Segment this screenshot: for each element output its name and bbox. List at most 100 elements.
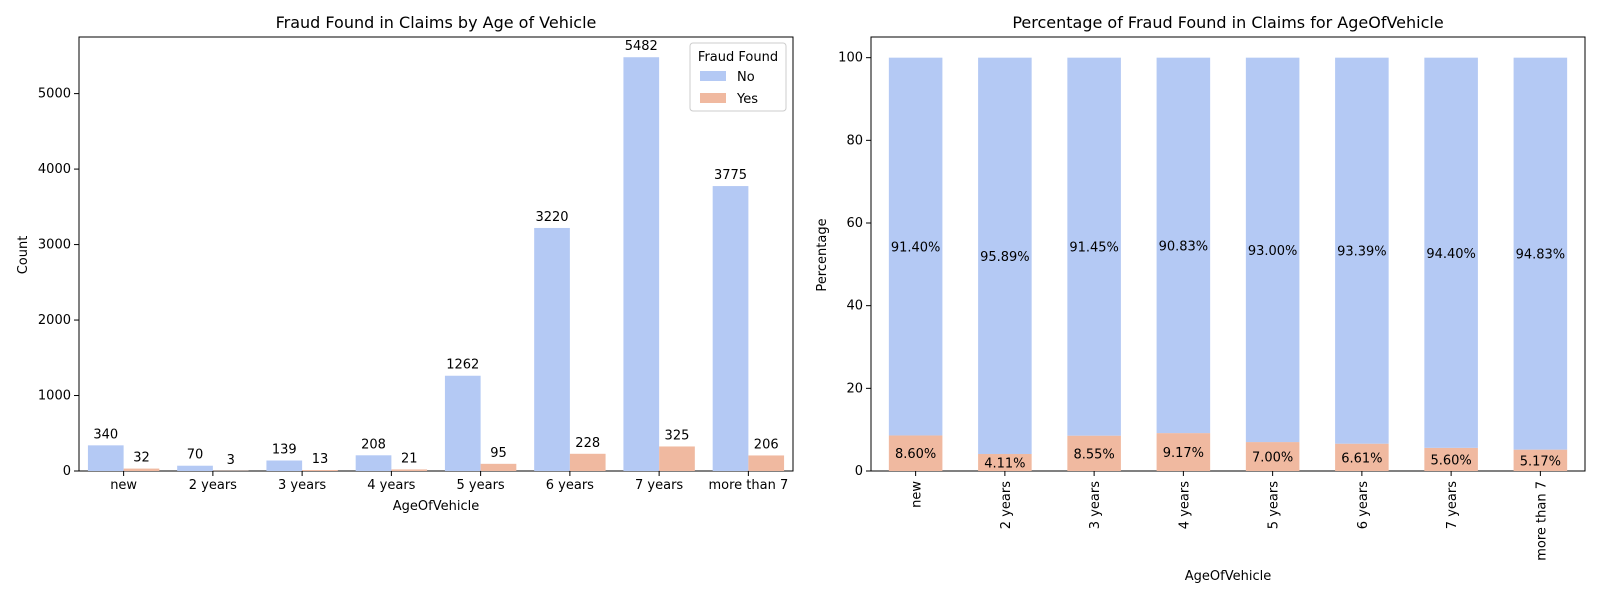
right-ytick-label: 40 — [846, 299, 863, 314]
right-bar-yes — [888, 435, 943, 471]
left-ytick-label: 2000 — [38, 313, 71, 328]
right-bar-yes — [1424, 447, 1478, 471]
right-bar-no — [1067, 57, 1121, 436]
left-bar-value-label: 1262 — [446, 358, 479, 373]
left-bar-value-label: 3 — [227, 453, 235, 468]
left-bar-yes — [569, 453, 606, 471]
right-ytick-label: 0 — [855, 464, 863, 479]
left-xtick-label: 7 years — [635, 478, 683, 493]
left-bar-value-label: 5482 — [625, 39, 658, 54]
right-bar-no-label: 91.40% — [891, 241, 941, 256]
left-bar-value-label: 228 — [575, 436, 600, 451]
right-bar-no — [1513, 57, 1568, 450]
left-bar-no — [266, 460, 303, 471]
right-bar-yes-label: 8.55% — [1073, 447, 1114, 462]
right-ytick-label: 100 — [838, 51, 863, 66]
left-legend-label-no: No — [737, 70, 755, 85]
right-bar-no-label: 94.40% — [1426, 247, 1476, 262]
right-bar-no-label: 91.45% — [1069, 241, 1119, 256]
left-chart-ylabel: Count — [16, 236, 31, 275]
left-ytick-label: 5000 — [38, 87, 71, 102]
left-bar-yes — [480, 463, 517, 471]
right-bar-yes-label: 4.11% — [984, 457, 1025, 472]
left-bar-value-label: 3775 — [714, 168, 747, 183]
right-ytick-label: 20 — [846, 381, 863, 396]
right-bar-no — [1156, 57, 1211, 434]
right-bar-yes-label: 5.60% — [1430, 453, 1471, 468]
left-bar-yes — [302, 470, 338, 471]
left-bar-yes — [748, 455, 785, 471]
right-bar-yes — [1335, 443, 1389, 471]
left-bar-yes — [659, 446, 695, 471]
left-bar-no — [355, 455, 392, 471]
left-legend-swatch-yes — [700, 93, 726, 103]
right-chart-percentage: Percentage of Fraud Found in Claims for … — [815, 13, 1586, 584]
left-bar-yes — [123, 468, 160, 471]
right-bar-yes — [1513, 449, 1568, 471]
right-chart-xlabel: AgeOfVehicle — [1185, 569, 1271, 584]
left-ytick-label: 4000 — [38, 162, 71, 177]
right-xtick-label: new — [910, 481, 925, 508]
right-bar-yes — [1245, 442, 1300, 471]
right-bar-yes-label: 5.17% — [1520, 454, 1561, 469]
left-chart-xlabel: AgeOfVehicle — [393, 499, 479, 514]
right-bar-no — [1335, 57, 1389, 444]
left-bar-value-label: 206 — [754, 437, 779, 452]
right-ytick-label: 60 — [846, 216, 863, 231]
left-chart-count: Fraud Found in Claims by Age of Vehicle … — [16, 13, 794, 514]
left-ytick-label: 1000 — [38, 389, 71, 404]
left-xtick-label: 2 years — [189, 478, 237, 493]
right-bar-no-label: 95.89% — [980, 250, 1030, 265]
left-xtick-label: 5 years — [457, 478, 505, 493]
left-xtick-label: new — [110, 478, 137, 493]
right-bar-no — [1424, 57, 1478, 448]
right-xtick-label: 4 years — [1177, 481, 1192, 529]
right-bar-yes-label: 8.60% — [895, 447, 936, 462]
left-bar-no — [177, 465, 213, 471]
right-bar-yes-label: 7.00% — [1252, 451, 1293, 466]
left-bar-value-label: 70 — [187, 448, 204, 463]
right-xtick-label: 7 years — [1445, 481, 1460, 529]
right-ytick-label: 80 — [846, 133, 863, 148]
right-bar-no — [978, 57, 1032, 455]
left-chart-title: Fraud Found in Claims by Age of Vehicle — [276, 13, 597, 32]
right-bar-no-label: 93.00% — [1248, 244, 1298, 259]
left-bar-no — [534, 227, 570, 471]
right-bar-yes — [1067, 435, 1121, 471]
left-bar-value-label: 340 — [93, 427, 118, 442]
right-bar-no-label: 93.39% — [1337, 245, 1387, 260]
right-plot-frame — [870, 36, 1586, 472]
left-bar-value-label: 3220 — [535, 210, 568, 225]
right-bar-no — [1245, 57, 1300, 443]
left-legend-title: Fraud Found — [698, 50, 778, 65]
right-bar-yes-label: 9.17% — [1163, 446, 1204, 461]
right-chart-ylabel: Percentage — [815, 218, 830, 291]
left-bar-no — [623, 57, 660, 471]
left-bar-value-label: 208 — [361, 437, 386, 452]
right-bar-no-label: 90.83% — [1159, 239, 1209, 254]
right-xtick-label: 6 years — [1356, 481, 1371, 529]
left-bar-value-label: 21 — [401, 451, 418, 466]
left-xtick-label: 6 years — [546, 478, 594, 493]
left-bar-value-label: 13 — [312, 452, 329, 467]
left-ytick-label: 3000 — [38, 238, 71, 253]
left-xtick-label: 3 years — [278, 478, 326, 493]
left-ytick-label: 0 — [63, 464, 71, 479]
left-bar-value-label: 95 — [490, 446, 507, 461]
left-bar-yes — [391, 469, 428, 471]
right-xtick-label: 5 years — [1267, 481, 1282, 529]
left-bar-value-label: 139 — [272, 443, 297, 458]
left-legend-swatch-no — [700, 71, 726, 81]
left-legend-label-yes: Yes — [736, 92, 758, 107]
left-bar-no — [444, 375, 481, 471]
right-xtick-label: more than 7 — [1534, 481, 1549, 561]
left-bar-value-label: 32 — [133, 451, 150, 466]
left-xtick-label: 4 years — [367, 478, 415, 493]
left-bar-value-label: 325 — [665, 428, 690, 443]
left-xtick-label: more than 7 — [708, 478, 788, 493]
right-bar-no-label: 94.83% — [1516, 248, 1566, 263]
right-bar-yes-label: 6.61% — [1341, 451, 1382, 466]
left-bar-no — [712, 186, 749, 471]
right-bar-yes — [978, 454, 1032, 471]
